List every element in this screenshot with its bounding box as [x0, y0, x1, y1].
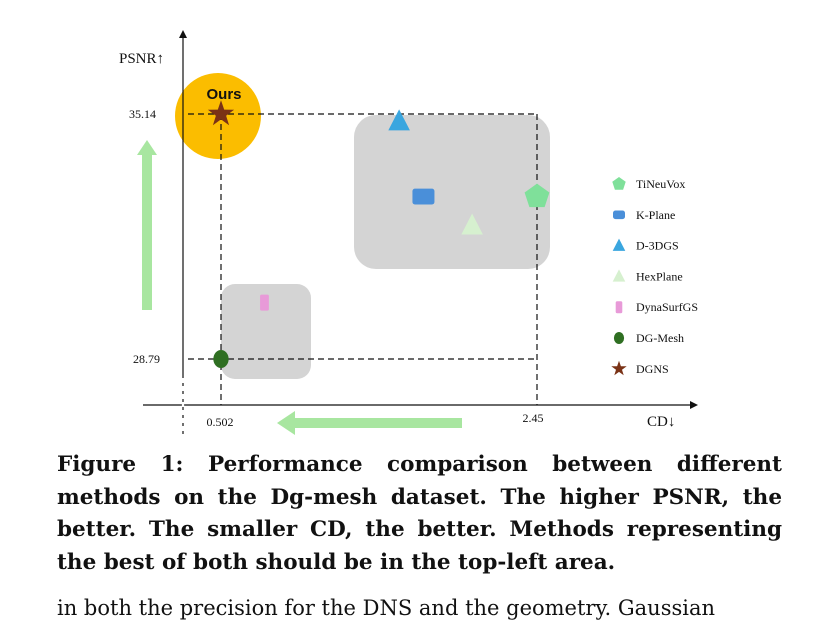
legend-label: DG-Mesh	[636, 331, 684, 345]
psnr-direction-arrow	[137, 140, 157, 310]
legend-marker	[612, 177, 626, 190]
data-point-tineuvox	[524, 183, 550, 208]
legend-label: DGNS	[636, 362, 669, 376]
y-tick-label: 35.14	[129, 107, 156, 121]
legend-label: HexPlane	[636, 269, 683, 283]
legend-marker	[615, 301, 623, 314]
x-tick-label: 2.45	[523, 411, 544, 425]
data-point-dynasurfgs	[260, 294, 269, 311]
legend-marker	[612, 238, 626, 251]
data-point-dgns	[207, 100, 235, 126]
body-text-fragment: in both the precision for the DNS and th…	[57, 596, 716, 620]
bottom-left-region	[221, 284, 311, 379]
legend: TiNeuVox K-Plane D-3DGS HexPlane DynaSurfGS D…	[611, 177, 698, 376]
legend-marker	[612, 269, 626, 282]
performance-chart: Ours PSNR↑ CD↓ 35.14 28.79 0.502 2.45 Ti…	[119, 30, 698, 435]
legend-marker	[613, 210, 625, 220]
top-right-region	[354, 115, 550, 269]
x-axis-label: CD↓	[647, 414, 675, 430]
legend-label: D-3DGS	[636, 239, 679, 253]
cd-direction-arrow	[277, 411, 462, 435]
data-point-hexplane	[461, 213, 483, 235]
y-tick-label: 28.79	[133, 352, 160, 366]
legend-label: K-Plane	[636, 208, 675, 222]
data-point-d-3dgs	[388, 109, 410, 131]
y-axis-label: PSNR↑	[119, 51, 164, 67]
data-point-dg-mesh	[213, 350, 229, 368]
legend-marker	[611, 360, 627, 376]
figure-caption: Figure 1: Performance comparison between…	[57, 452, 782, 575]
data-point-k-plane	[412, 188, 435, 205]
ours-label: Ours	[206, 86, 241, 103]
legend-label: DynaSurfGS	[636, 300, 698, 314]
data-points	[207, 100, 550, 368]
legend-label: TiNeuVox	[636, 177, 685, 191]
legend-marker	[613, 332, 625, 344]
x-tick-label: 0.502	[207, 415, 234, 429]
